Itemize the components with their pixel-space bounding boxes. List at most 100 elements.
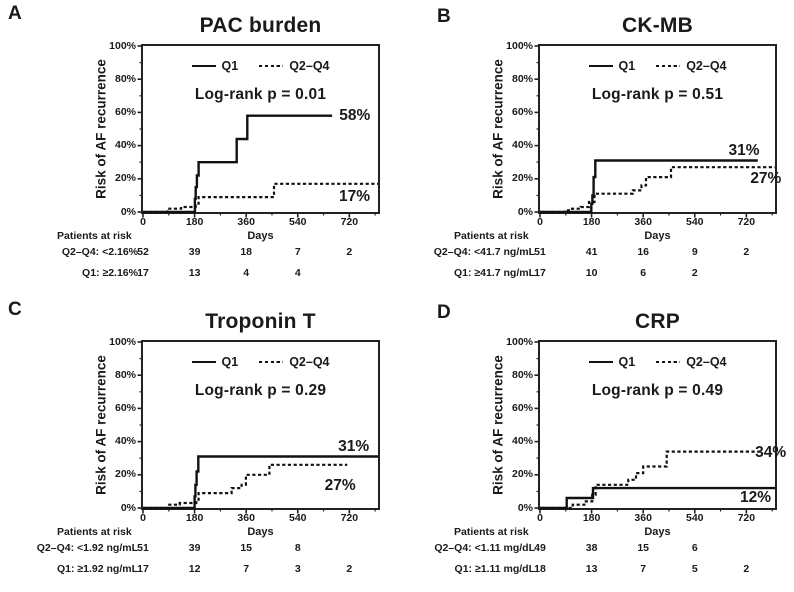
risk-count: 2 [743, 563, 750, 575]
x-tick-label: 540 [288, 512, 307, 524]
legend-label-q1: Q1 [221, 355, 239, 369]
risk-count: 41 [585, 246, 598, 258]
km-curve-q2q4 [143, 182, 378, 214]
km-curve-q2q4 [540, 166, 775, 214]
legend-group-q1: Q1 [588, 59, 636, 73]
risk-count: 7 [243, 563, 250, 575]
risk-count: 15 [637, 542, 649, 554]
risk-row-label-q2q4: Q2–Q4: <2.16% [61, 246, 138, 258]
risk-count: 2 [691, 267, 698, 279]
risk-count: 3 [294, 563, 301, 575]
risk-count: 7 [294, 246, 301, 258]
risk-count: 38 [585, 542, 598, 554]
plot-area: Q1 Q2–Q4 Log-rank p = 0.49 [534, 340, 777, 514]
risk-count: 18 [240, 246, 252, 258]
legend-label-q2q4: Q2–Q4 [289, 59, 330, 73]
legend-label-q2q4: Q2–Q4 [686, 59, 727, 73]
x-tick-label: 180 [185, 512, 204, 524]
legend-dashed-line-sample [656, 360, 681, 364]
x-tick-label: 540 [288, 216, 307, 228]
legend-group-q2q4: Q2–Q4 [656, 59, 727, 73]
km-curve-q1 [143, 114, 333, 214]
patients-at-risk-header: Patients at risk [454, 230, 529, 242]
risk-count: 2 [346, 246, 353, 258]
y-axis-label: Risk of AF recurrence [93, 59, 109, 199]
x-axis-label: Days [644, 526, 671, 538]
risk-row-label-q2q4: Q2–Q4: <41.7 ng/mL [433, 246, 535, 258]
km-curve-q1 [540, 159, 758, 214]
km-plot-svg [534, 45, 775, 218]
legend-dashed-line-sample [656, 64, 681, 68]
y-axis-label: Risk of AF recurrence [490, 355, 506, 495]
logrank-p-value: Log-rank p = 0.01 [194, 86, 327, 103]
legend-solid-line-sample [588, 360, 613, 364]
x-axis-label: Days [247, 526, 274, 538]
legend-group-q2q4: Q2–Q4 [259, 355, 330, 369]
y-tick-label: 0% [517, 205, 533, 218]
risk-row-label-q1: Q1: ≥1.11 mg/dL [454, 563, 535, 575]
risk-count: 10 [585, 267, 598, 279]
patients-at-risk-header: Patients at risk [57, 230, 132, 242]
legend-solid-line-sample [191, 360, 216, 364]
y-tick-label: 100% [109, 39, 136, 52]
patients-at-risk-header: Patients at risk [454, 526, 529, 538]
logrank-p-value: Log-rank p = 0.51 [591, 86, 724, 103]
legend-label-q2q4: Q2–Q4 [686, 355, 727, 369]
legend: Q1 Q2–Q4 [143, 355, 378, 369]
risk-count: 39 [188, 246, 201, 258]
x-tick-label: 720 [340, 216, 359, 228]
panel-letter: D [437, 302, 451, 323]
x-tick-label: 360 [634, 512, 652, 524]
risk-count: 5 [691, 563, 698, 575]
risk-count: 15 [240, 542, 252, 554]
x-tick-label: 0 [537, 512, 543, 524]
x-tick-label: 0 [140, 216, 146, 228]
legend-label-q1: Q1 [618, 59, 636, 73]
legend-solid-line-sample [191, 64, 216, 68]
plot-area: Q1 Q2–Q4 Log-rank p = 0.51 [534, 44, 777, 218]
panel-title: PAC burden [199, 14, 322, 37]
panel-title: CK-MB [622, 14, 693, 37]
risk-count: 2 [743, 246, 750, 258]
risk-count: 7 [640, 563, 647, 575]
y-tick-label: 100% [506, 335, 533, 348]
legend-label-q1: Q1 [221, 59, 239, 73]
x-tick-label: 360 [237, 216, 255, 228]
risk-count: 13 [188, 267, 201, 279]
risk-count: 4 [243, 267, 250, 279]
y-axis-label: Risk of AF recurrence [490, 59, 506, 199]
risk-count: 12 [188, 563, 201, 575]
x-axis-label: Days [644, 230, 671, 242]
panel-b-ck-mb: B CK-MB Risk of AF recurrence Q1 Q2–Q4 L… [397, 0, 794, 296]
legend-group-q1: Q1 [191, 355, 239, 369]
plot-area: Q1 Q2–Q4 Log-rank p = 0.29 [137, 340, 380, 514]
km-curve-q1 [143, 455, 378, 510]
plot-area: Q1 Q2–Q4 Log-rank p = 0.01 [137, 44, 380, 218]
risk-count: 4 [294, 267, 301, 279]
x-tick-label: 720 [737, 216, 756, 228]
km-plot-svg [137, 45, 378, 218]
legend: Q1 Q2–Q4 [143, 59, 378, 73]
x-tick-label: 0 [537, 216, 543, 228]
km-curve-q2q4 [143, 463, 348, 510]
x-tick-label: 540 [685, 216, 704, 228]
risk-row-label-q1: Q1: ≥2.16% [82, 267, 138, 279]
panel-letter: C [8, 299, 22, 320]
y-axis-label: Risk of AF recurrence [93, 355, 109, 495]
x-tick-label: 180 [582, 216, 601, 228]
legend-dashed-line-sample [259, 360, 284, 364]
risk-count: 13 [585, 563, 598, 575]
x-tick-label: 180 [185, 216, 204, 228]
y-tick-label: 0% [120, 501, 136, 514]
y-tick-label: 100% [506, 39, 533, 52]
panel-letter: B [437, 6, 451, 27]
km-curve-q1 [540, 486, 775, 510]
x-tick-label: 180 [582, 512, 601, 524]
x-tick-label: 720 [737, 512, 756, 524]
risk-count: 16 [637, 246, 649, 258]
km-plot-svg [137, 341, 378, 514]
risk-row-label-q2q4: Q2–Q4: <1.92 ng/mL [36, 542, 138, 554]
legend-label-q2q4: Q2–Q4 [289, 355, 330, 369]
panel-c-troponin-t: C Troponin T Risk of AF recurrence Q1 Q2… [0, 296, 397, 592]
